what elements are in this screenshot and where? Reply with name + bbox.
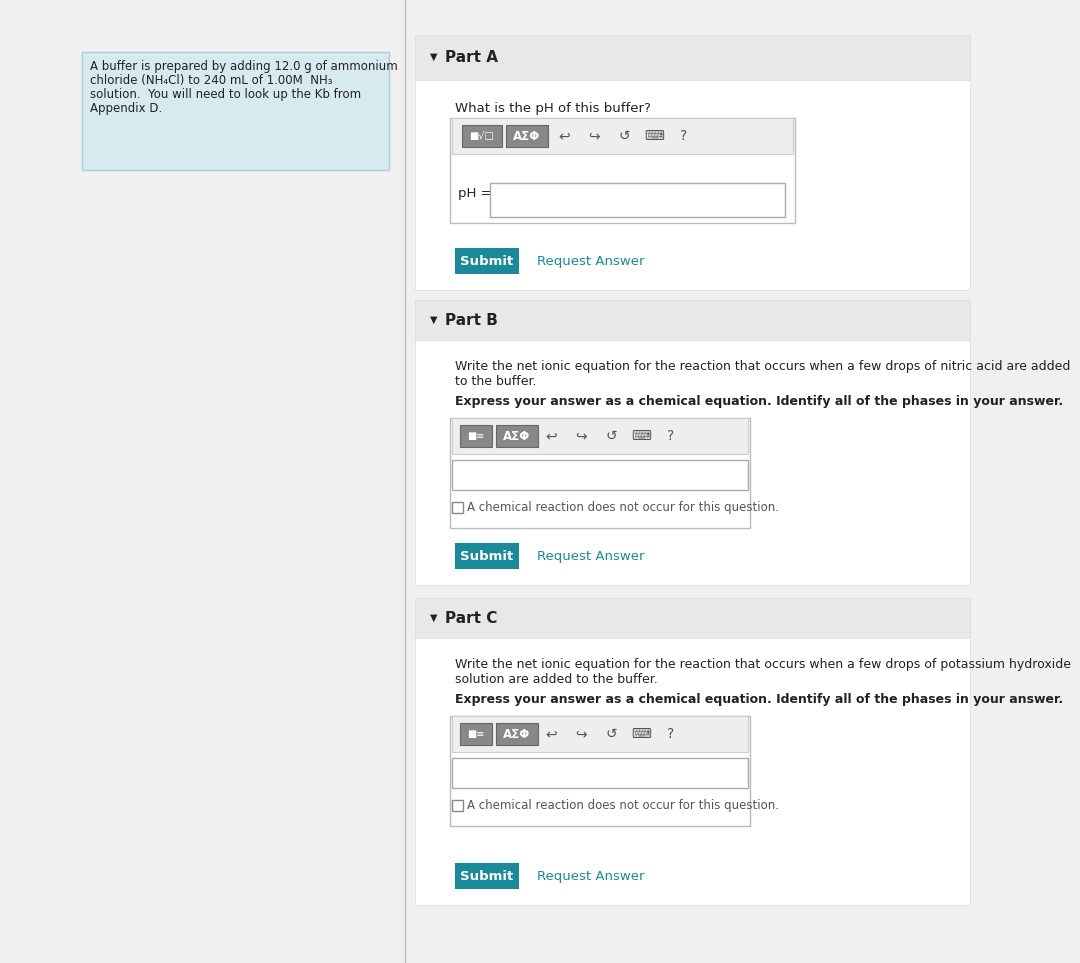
FancyBboxPatch shape [415,340,970,585]
Text: ΑΣΦ: ΑΣΦ [503,727,530,741]
Text: Part C: Part C [445,611,498,626]
Text: Express your answer as a chemical equation. Identify all of the phases in your a: Express your answer as a chemical equati… [455,693,1063,706]
Text: ↺: ↺ [605,727,617,741]
Text: ⌨: ⌨ [631,429,651,443]
Text: ↩: ↩ [545,727,557,741]
FancyBboxPatch shape [460,425,492,447]
FancyBboxPatch shape [415,638,970,905]
Text: A chemical reaction does not occur for this question.: A chemical reaction does not occur for t… [467,799,779,812]
Text: Request Answer: Request Answer [537,870,645,882]
Text: Request Answer: Request Answer [537,254,645,268]
Text: Write the net ionic equation for the reaction that occurs when a few drops of po: Write the net ionic equation for the rea… [455,658,1071,671]
FancyBboxPatch shape [490,183,785,217]
FancyBboxPatch shape [455,863,519,889]
FancyBboxPatch shape [460,723,492,745]
Text: ↺: ↺ [605,429,617,443]
Text: ?: ? [667,727,675,741]
Text: ↪: ↪ [576,727,586,741]
Text: ↺: ↺ [618,129,630,143]
Text: ↪: ↪ [576,429,586,443]
FancyBboxPatch shape [496,723,538,745]
FancyBboxPatch shape [496,425,538,447]
Text: ▼: ▼ [430,52,437,62]
FancyBboxPatch shape [453,418,748,454]
Text: solution.  You will need to look up the Kb from: solution. You will need to look up the K… [90,88,361,101]
Text: ↩: ↩ [558,129,570,143]
FancyBboxPatch shape [450,418,750,528]
FancyBboxPatch shape [453,800,463,811]
Text: Part B: Part B [445,313,498,327]
FancyBboxPatch shape [455,543,519,569]
FancyBboxPatch shape [450,118,795,223]
FancyBboxPatch shape [415,80,970,290]
FancyBboxPatch shape [507,125,548,147]
Text: Submit: Submit [460,254,514,268]
Text: ▼: ▼ [430,315,437,325]
Text: Submit: Submit [460,550,514,562]
Text: Appendix D.: Appendix D. [90,102,162,115]
Text: Request Answer: Request Answer [537,550,645,562]
FancyBboxPatch shape [453,118,793,154]
FancyBboxPatch shape [415,300,970,340]
Text: chloride (NH₄Cl) to 240 mL of 1.00M  NH₃: chloride (NH₄Cl) to 240 mL of 1.00M NH₃ [90,74,333,87]
Text: Part A: Part A [445,49,498,65]
FancyBboxPatch shape [455,248,519,274]
Text: pH =: pH = [458,187,491,199]
FancyBboxPatch shape [453,758,748,788]
Text: ΑΣΦ: ΑΣΦ [503,429,530,443]
Text: ■√□: ■√□ [470,131,495,141]
Text: ΑΣΦ: ΑΣΦ [513,129,541,143]
FancyBboxPatch shape [462,125,502,147]
Text: ■≡: ■≡ [468,431,485,441]
FancyBboxPatch shape [82,52,389,170]
Text: What is the pH of this buffer?: What is the pH of this buffer? [455,102,651,115]
Text: ?: ? [680,129,688,143]
FancyBboxPatch shape [415,598,970,638]
FancyBboxPatch shape [415,35,970,80]
FancyBboxPatch shape [450,716,750,826]
Text: Express your answer as a chemical equation. Identify all of the phases in your a: Express your answer as a chemical equati… [455,395,1063,408]
Text: to the buffer.: to the buffer. [455,375,537,388]
Text: solution are added to the buffer.: solution are added to the buffer. [455,673,658,686]
FancyBboxPatch shape [453,460,748,490]
Text: Write the net ionic equation for the reaction that occurs when a few drops of ni: Write the net ionic equation for the rea… [455,360,1070,373]
Text: ■≡: ■≡ [468,729,485,739]
Text: ⌨: ⌨ [631,727,651,741]
Text: ▼: ▼ [430,613,437,623]
Text: ↪: ↪ [589,129,599,143]
FancyBboxPatch shape [453,716,748,752]
Text: ↩: ↩ [545,429,557,443]
FancyBboxPatch shape [453,502,463,513]
Text: ?: ? [667,429,675,443]
Text: A chemical reaction does not occur for this question.: A chemical reaction does not occur for t… [467,501,779,514]
Text: ⌨: ⌨ [644,129,664,143]
Text: A buffer is prepared by adding 12.0 g of ammonium: A buffer is prepared by adding 12.0 g of… [90,60,397,73]
Text: Submit: Submit [460,870,514,882]
